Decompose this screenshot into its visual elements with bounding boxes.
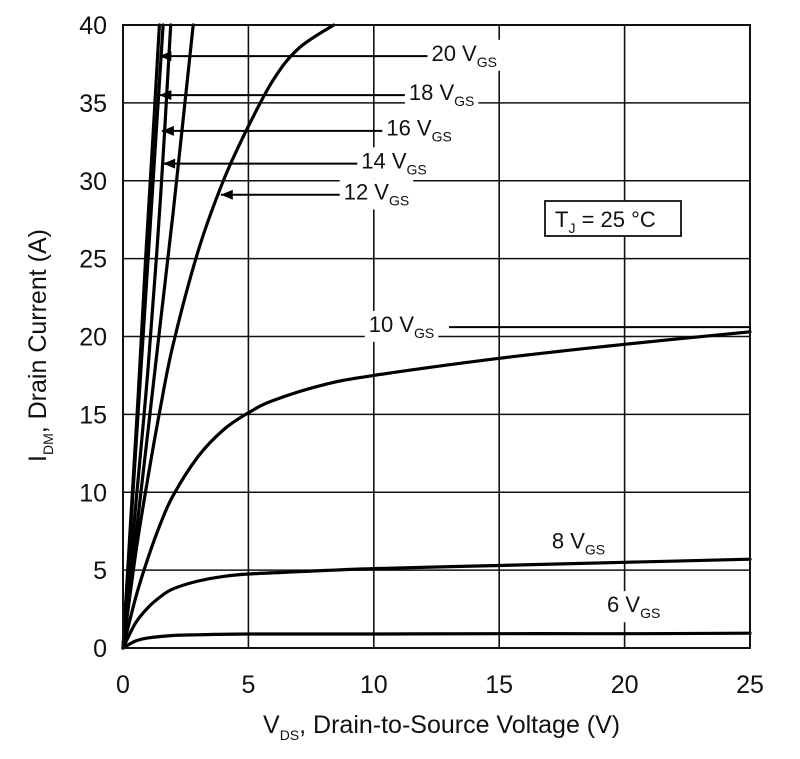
curves	[121, 23, 752, 650]
y-tick-label: 20	[79, 324, 107, 352]
series-label-background	[603, 591, 665, 623]
series-label: 10 VGS	[369, 312, 435, 341]
series-label: 16 VGS	[386, 116, 452, 145]
tick-labels: 0 5 10 15 20 25 0 5 10 15 20 25 30 35 40	[79, 12, 764, 699]
annotation-rest: = 25 °C	[575, 207, 655, 232]
label-arrowhead	[163, 158, 176, 169]
y-tick-label: 35	[79, 90, 107, 118]
y-tick-label: 25	[79, 246, 107, 274]
series-label: 20 VGS	[431, 41, 497, 70]
series-label: 8 VGS	[552, 528, 605, 557]
x-tick-label: 25	[736, 671, 764, 699]
temperature-annotation: TJ = 25 °C	[544, 200, 682, 237]
series-line-16v	[121, 23, 173, 650]
y-tick-label: 5	[93, 557, 107, 585]
series-label-background	[339, 178, 414, 210]
x-tick-label: 0	[116, 671, 130, 699]
series-label: 6 VGS	[607, 592, 660, 621]
label-arrowhead	[159, 90, 172, 101]
y-axis-title: IDM, Drain Current (A)	[24, 229, 56, 462]
y-axis-title-sub: DM	[40, 433, 56, 455]
series-label: 12 VGS	[344, 179, 410, 208]
series-label-background	[427, 39, 501, 71]
series-line-18v	[121, 23, 165, 650]
series-label-background	[547, 527, 610, 559]
series-label-background	[357, 147, 431, 179]
series-line-6v	[121, 631, 752, 650]
annotation-sub: J	[568, 220, 575, 236]
label-arrowhead	[161, 125, 174, 136]
series-label: 18 VGS	[409, 80, 475, 109]
label-arrowhead	[220, 189, 233, 200]
x-tick-label: 15	[485, 671, 513, 699]
x-axis-title: VDS, Drain-to-Source Voltage (V)	[263, 711, 620, 743]
annotation-main: T	[555, 207, 568, 232]
x-axis-title-main: V	[263, 711, 280, 739]
svg-text:VDS, Drain-to-Source Voltage (: VDS, Drain-to-Source Voltage (V)	[263, 711, 620, 743]
y-axis-title-rest: , Drain Current (A)	[24, 229, 52, 433]
x-tick-label: 20	[611, 671, 639, 699]
svg-text:TJ = 25 °C: TJ = 25 °C	[555, 207, 656, 236]
y-tick-label: 40	[79, 12, 107, 40]
y-tick-label: 30	[79, 168, 107, 196]
grid-lines	[123, 25, 750, 648]
x-tick-label: 10	[360, 671, 388, 699]
series-label-background	[382, 114, 456, 146]
y-axis-title-main: I	[24, 455, 52, 462]
series-label: 14 VGS	[361, 148, 427, 177]
series-line-10v	[121, 330, 752, 650]
y-tick-label: 10	[79, 479, 107, 507]
y-tick-label: 0	[93, 635, 107, 663]
y-tick-label: 15	[79, 401, 107, 429]
svg-text:IDM, Drain Current (A): IDM, Drain Current (A)	[24, 229, 56, 462]
series-line-8v	[121, 557, 752, 650]
series-label-background	[364, 310, 439, 342]
label-arrowhead	[159, 51, 172, 62]
plot-frame	[122, 24, 751, 649]
x-axis-title-rest: , Drain-to-Source Voltage (V)	[299, 711, 620, 739]
x-tick-label: 5	[241, 671, 255, 699]
x-axis-title-sub: DS	[280, 727, 299, 743]
series-line-12v	[121, 23, 336, 650]
series-label-background	[404, 78, 479, 110]
